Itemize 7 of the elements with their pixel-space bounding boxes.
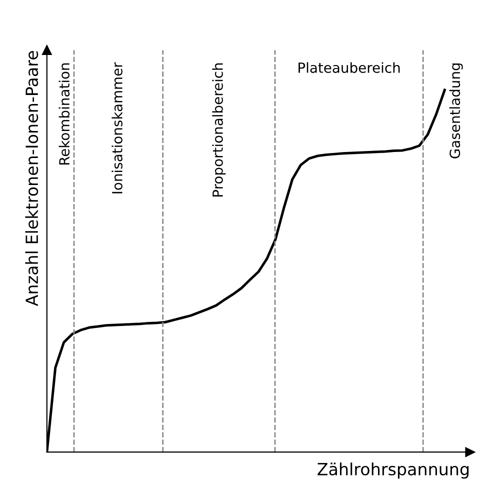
y-axis-title: Anzahl Elektronen-Ionen-Paare — [25, 51, 38, 306]
annotation: Rekombination — [58, 63, 70, 165]
annotation: Proportionalbereich — [212, 63, 226, 196]
x-axis-title: Zählrohrspannung — [318, 462, 469, 479]
text: Plateaubereich — [298, 62, 400, 73]
text: Gasentladung — [449, 63, 463, 158]
annotation: Ionisationskammer — [112, 62, 122, 194]
